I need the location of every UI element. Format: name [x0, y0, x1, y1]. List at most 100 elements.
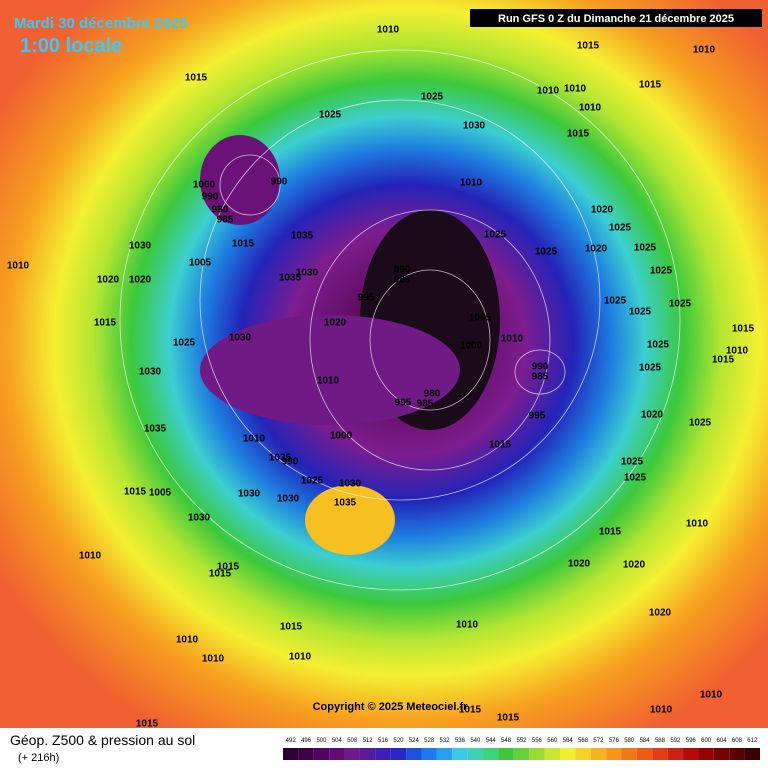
run-label: Run GFS 0 Z du Dimanche 21 décembre 2025: [498, 13, 734, 25]
isobar-label: 1020: [568, 559, 591, 570]
scale-label: 500: [316, 738, 327, 744]
isobar-label: 1025: [634, 243, 657, 254]
isobar-label: 1020: [591, 205, 614, 216]
isobar-label: 1025: [609, 223, 632, 234]
isobar-label: 1030: [129, 241, 152, 252]
isobar-label: 1015: [209, 569, 232, 580]
scale-swatch: [683, 748, 699, 760]
scale-swatch: [590, 748, 607, 760]
run-box: [470, 9, 762, 27]
scale-label: 536: [455, 738, 466, 744]
scale-label: 508: [347, 738, 358, 744]
isobar-label: 1025: [647, 340, 670, 351]
isobar-label: 1005: [189, 258, 212, 269]
isobar-label: 990: [202, 192, 219, 203]
scale-label: 528: [424, 738, 435, 744]
isobar-label: 1005: [469, 313, 492, 324]
isobar-label: 1025: [624, 473, 647, 484]
isobar-label: 1010: [202, 654, 225, 665]
isobar-label: 1030: [296, 268, 319, 279]
scale-swatch: [359, 748, 376, 760]
scale-label: 512: [363, 738, 374, 744]
scale-label: 588: [655, 738, 666, 744]
isobar-label: 1025: [421, 92, 444, 103]
scale-swatch: [329, 748, 345, 760]
scale-swatch: [344, 748, 360, 760]
isobar-label: 1015: [599, 527, 622, 538]
isobar-label: 1025: [604, 296, 627, 307]
isobar-label: 1015: [124, 487, 147, 498]
isobar-label: 1030: [229, 333, 252, 344]
isobar-label: 1010: [289, 652, 312, 663]
isobar-label: 1025: [173, 338, 196, 349]
isobar-label: 995: [395, 398, 412, 409]
isobar-label: 1010: [650, 705, 673, 716]
scale-label: 540: [470, 738, 481, 744]
isobar-label: 980: [424, 389, 441, 400]
isobar-label: 1010: [686, 519, 709, 530]
scale-swatch: [452, 748, 468, 760]
scale-swatch: [621, 748, 637, 760]
scale-swatch: [406, 748, 422, 760]
isobar-label: 1010: [456, 620, 479, 631]
high-area: [305, 485, 395, 555]
scale-swatch: [544, 748, 560, 760]
isobar-label: 1015: [217, 562, 240, 573]
isobar-label: 1025: [650, 266, 673, 277]
scale-swatch: [467, 748, 484, 760]
scale-label: 504: [332, 738, 343, 744]
scale-swatch: [375, 748, 391, 760]
isobar-label: 1000: [460, 341, 483, 352]
isobar-label: 1010: [726, 346, 749, 357]
isobar-label: 1015: [459, 705, 482, 716]
scale-label: 564: [563, 738, 574, 744]
scale-swatch: [636, 748, 653, 760]
isobar-label: 990: [271, 177, 288, 188]
isobar-label: 1015: [232, 239, 255, 250]
isobar-label: 1010: [579, 103, 602, 114]
scale-swatch: [483, 748, 499, 760]
isobar-label: 1010: [693, 45, 716, 56]
isobar-label: 990: [532, 362, 549, 373]
isobar-label: 1015: [567, 129, 590, 140]
isobar-label: 1015: [712, 355, 735, 366]
isobar-label: 1015: [577, 41, 600, 52]
isobar-label: 1015: [185, 73, 208, 84]
scale-label: 496: [301, 738, 312, 744]
isobar-label: 995: [358, 293, 375, 304]
scale-swatch: [729, 748, 745, 760]
isobar-label: 1025: [319, 110, 342, 121]
isobar-label: 1025: [535, 247, 558, 258]
scale-swatch: [744, 748, 760, 760]
isobar-label: 1035: [334, 498, 357, 509]
scale-label: 572: [593, 738, 604, 744]
footer-title: Géop. Z500 & pression au sol: [10, 732, 195, 748]
isobar-label: 1010: [317, 376, 340, 387]
scale-swatch: [390, 748, 407, 760]
scale-swatch: [667, 748, 684, 760]
isobar-label: 990: [282, 457, 299, 468]
scale-label: 552: [516, 738, 527, 744]
scale-label: 560: [547, 738, 558, 744]
scale-swatch: [421, 748, 437, 760]
isobar-label: 1010: [460, 178, 483, 189]
scale-label: 492: [286, 738, 297, 744]
isobar-label: 1010: [176, 635, 199, 646]
isobar-label: 1035: [279, 273, 302, 284]
isobar-label: 1010: [79, 551, 102, 562]
isobar-label: 1010: [7, 261, 30, 272]
isobar-label: 980: [212, 205, 229, 216]
isobar-label: 1025: [484, 230, 507, 241]
isobar-label: 1005: [149, 488, 172, 499]
isobar-label: 1015: [639, 80, 662, 91]
isobar-label: 985: [394, 275, 411, 286]
isobar-label: 985: [417, 399, 434, 410]
isobar-label: 1020: [129, 275, 152, 286]
isobar-label: 1015: [497, 713, 520, 724]
scale-label: 548: [501, 738, 512, 744]
isobar-label: 1025: [621, 457, 644, 468]
scale-label: 524: [409, 738, 420, 744]
scale-swatch: [652, 748, 668, 760]
isobar-label: 1030: [188, 513, 211, 524]
